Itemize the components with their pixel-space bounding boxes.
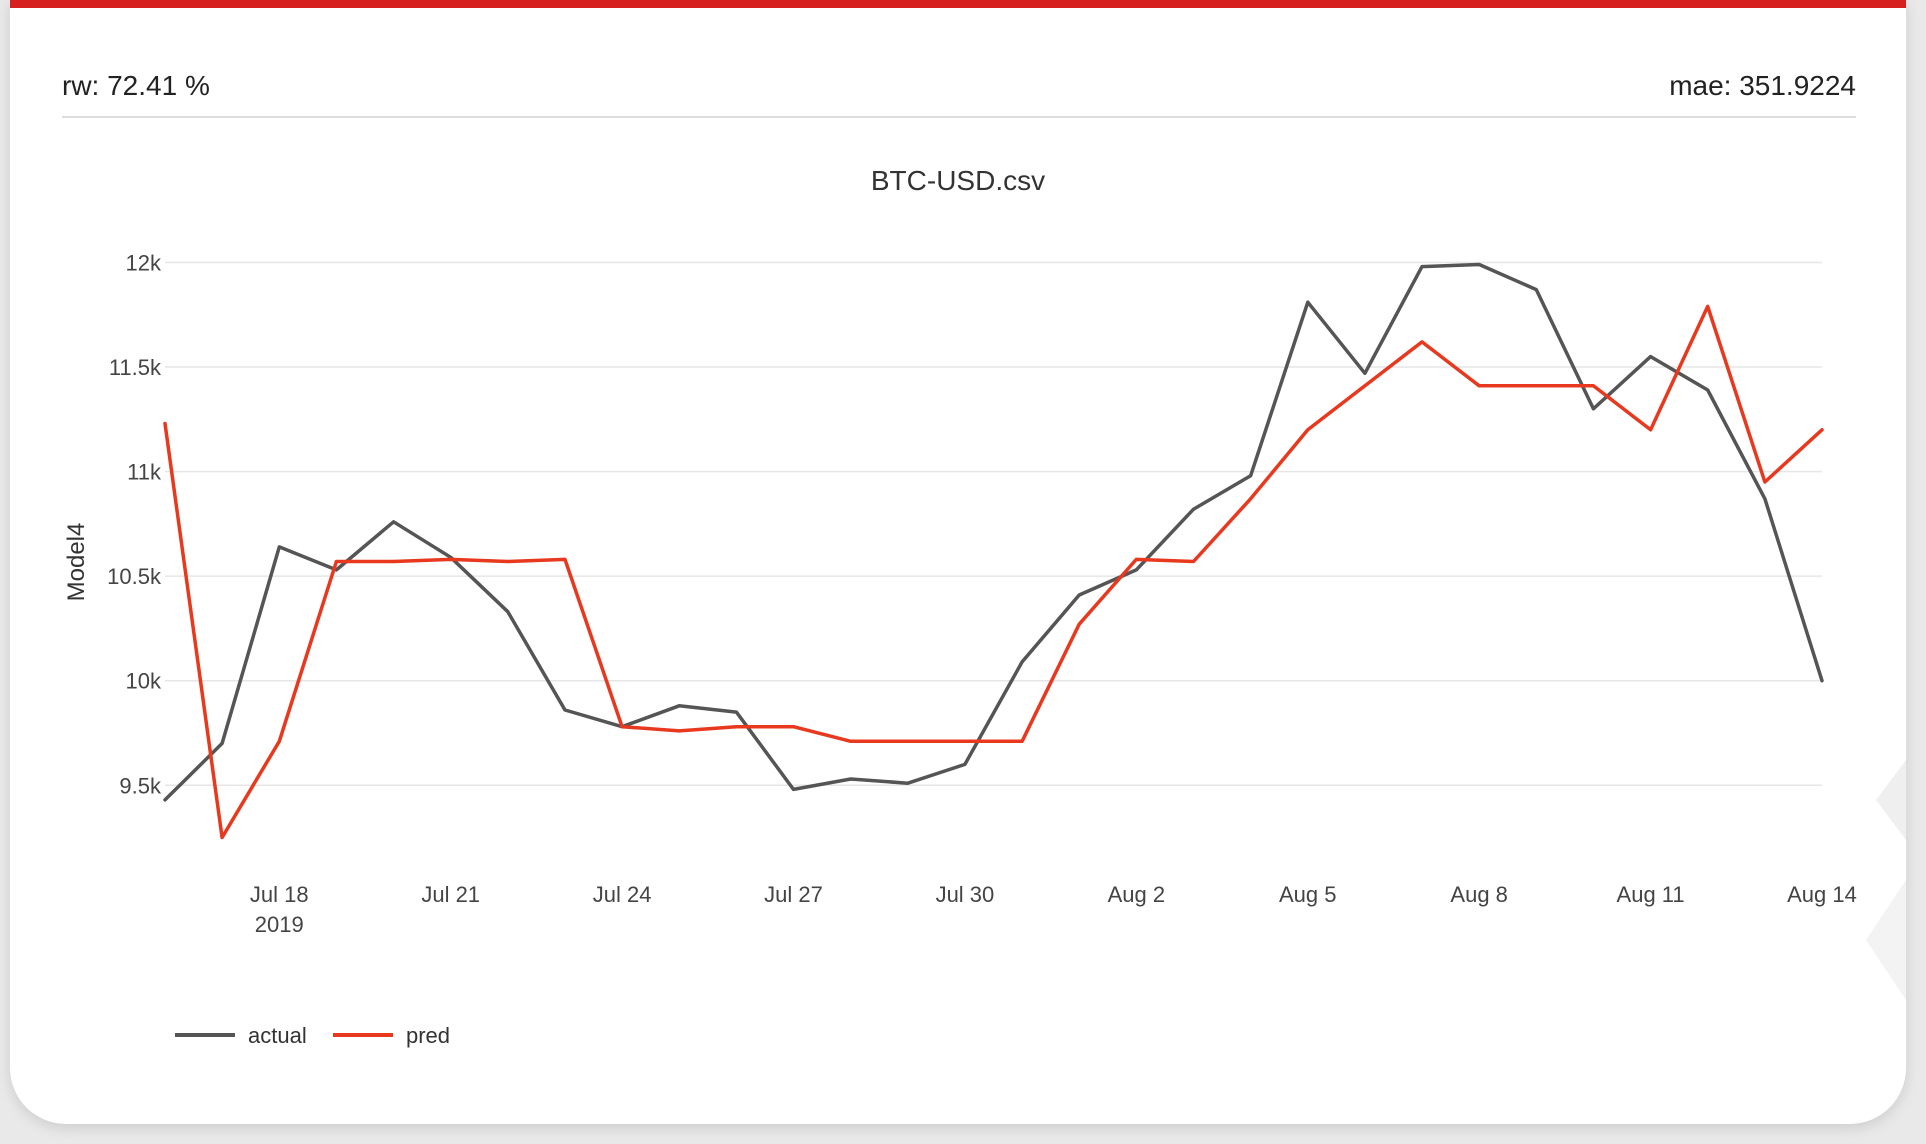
mae-metric: mae: 351.9224 [1669,70,1856,101]
line-chart: 9.5k 10k 10.5k 11k 11.5k 12k Jul 18 2019 Jul 21 J… [63,165,1857,1048]
legend-label-pred: pred [406,1023,450,1048]
legend-item-actual[interactable]: actual [175,1023,307,1048]
y-tick-label: 11k [127,460,162,485]
legend-item-pred[interactable]: pred [333,1023,450,1048]
accent-bar [10,0,1906,8]
y-tick-label: 10k [126,669,162,694]
series-line-pred[interactable] [163,304,1824,840]
metrics-header: rw: 72.41 % mae: 351.9224 [62,70,1856,118]
axes: 9.5k 10k 10.5k 11k 11.5k 12k Jul 18 2019 Jul 21 J… [107,250,1857,937]
y-tick-label: 12k [126,250,162,275]
y-axis-title: Model4 [63,523,90,602]
y-tick-label: 10.5k [107,564,162,589]
series-line-actual[interactable] [163,262,1824,802]
chart-card: rw: 72.41 % mae: 351.9224 9.5k 10k 10.5k 11… [10,0,1906,1124]
x-tick-label: Aug 5 [1279,882,1337,907]
gridlines [165,261,1822,787]
chart-title: BTC-USD.csv [871,165,1045,196]
x-tick-sublabel: 2019 [255,912,304,937]
x-tick-label: Jul 18 [250,882,309,907]
x-tick-label: Jul 21 [421,882,480,907]
legend-label-actual: actual [248,1023,307,1048]
x-tick-label: Aug 2 [1108,882,1166,907]
x-tick-label: Jul 24 [593,882,652,907]
background-decoration [1866,760,1906,1000]
series-lines[interactable] [163,262,1824,840]
legend[interactable]: actual pred [175,1023,450,1048]
x-tick-label: Aug 8 [1450,882,1508,907]
x-tick-label: Aug 14 [1787,882,1857,907]
x-tick-label: Jul 27 [764,882,823,907]
x-tick-label: Aug 11 [1617,882,1685,907]
y-tick-label: 9.5k [119,773,162,798]
x-tick-label: Jul 30 [936,882,995,907]
y-tick-label: 11.5k [109,355,162,380]
rw-metric: rw: 72.41 % [62,70,210,101]
